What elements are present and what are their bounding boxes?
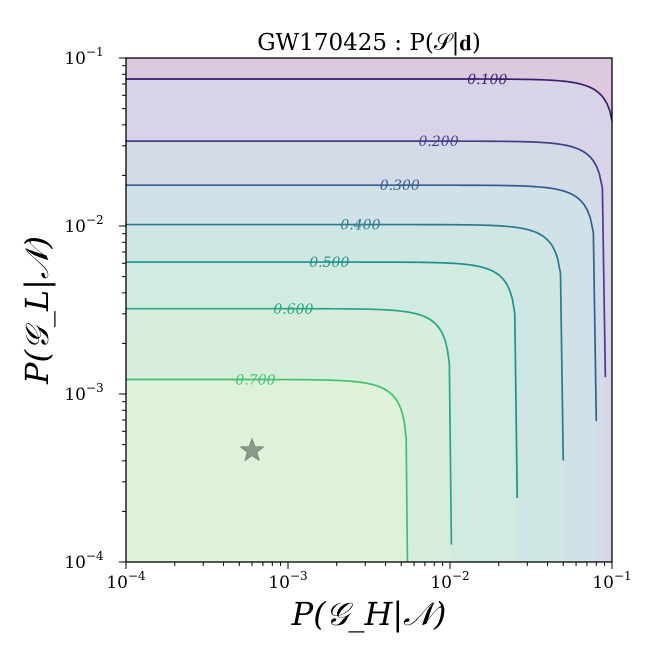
contour-label-0.700: 0.700 (235, 372, 275, 388)
contour-labels: 0.100 0.200 0.300 0.400 0.500 0.600 0.700 (235, 72, 507, 389)
x-tick-label: 10−1 (592, 569, 631, 593)
contour-label-0.600: 0.600 (273, 302, 313, 318)
contour-line-0.300 (126, 184, 598, 422)
y-tick-label: 10−3 (64, 381, 103, 405)
x-tick-label: 10−3 (268, 569, 307, 593)
star-marker (239, 437, 265, 462)
contour-label-0.500: 0.500 (309, 255, 349, 271)
contour-line-0.400 (126, 223, 565, 461)
x-tick-label: 10−2 (430, 569, 469, 593)
x-axis: 10−4 10−3 10−2 10−1 (106, 562, 632, 593)
x-axis-title: P(𝒢_H|𝒩) (291, 595, 447, 633)
y-axis: 10−4 10−3 10−2 10−1 (64, 45, 126, 573)
contour-line-0.500 (126, 261, 519, 499)
filled-contour-bands (126, 58, 612, 562)
chart-title: GW170425 : P(𝒮|𝐝) (257, 30, 481, 56)
y-tick-label: 10−4 (64, 549, 104, 573)
contour-label-0.400: 0.400 (340, 218, 380, 234)
contour-line-0.600 (126, 307, 453, 545)
band-fill-7 (126, 379, 408, 562)
contour-label-0.300: 0.300 (380, 178, 420, 194)
contour-label-0.200: 0.200 (419, 134, 459, 150)
y-tick-label: 10−1 (64, 45, 103, 69)
x-tick-label: 10−4 (106, 569, 146, 593)
plot-frame (125, 57, 613, 563)
marker-layer (239, 437, 265, 462)
y-axis-title: P(𝒢_L|𝒩) (18, 236, 56, 385)
contour-line-0.200 (126, 140, 607, 378)
contour-label-0.100: 0.100 (467, 72, 507, 88)
contour-line-0.100 (126, 78, 612, 125)
contour-line-0.700 (126, 378, 409, 562)
y-tick-label: 10−2 (64, 213, 103, 237)
contour-lines (126, 78, 612, 562)
